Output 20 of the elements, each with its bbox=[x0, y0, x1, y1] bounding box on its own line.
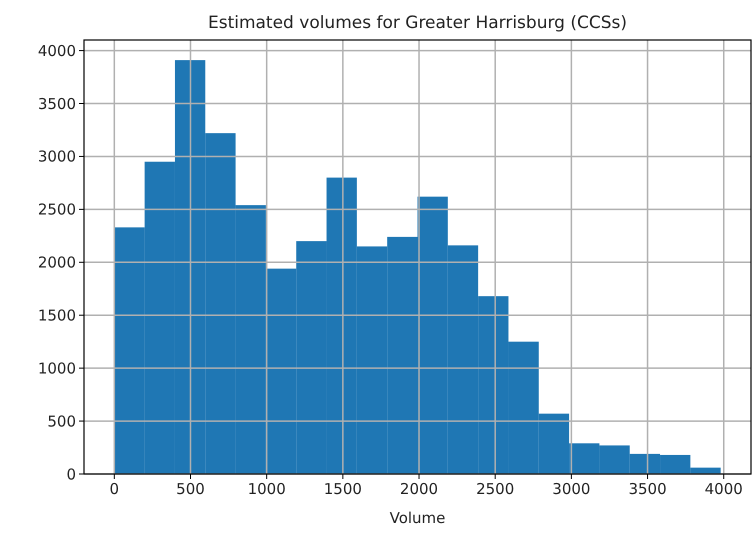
y-tick-label: 2000 bbox=[38, 254, 76, 272]
x-tick-label: 4000 bbox=[704, 480, 743, 498]
x-axis-title: Volume bbox=[390, 509, 446, 527]
x-tick-label: 2500 bbox=[476, 480, 514, 498]
y-tick-label: 500 bbox=[47, 412, 76, 430]
x-tick-label: 1000 bbox=[248, 480, 286, 498]
x-tick-label: 1500 bbox=[324, 480, 362, 498]
y-tick-label: 1000 bbox=[38, 359, 76, 378]
y-tick-label: 0 bbox=[66, 465, 76, 484]
x-tick-label: 3000 bbox=[552, 480, 590, 498]
x-tick-label: 2000 bbox=[400, 480, 438, 498]
y-tick-label: 2500 bbox=[38, 200, 76, 219]
y-tick-label: 3000 bbox=[38, 148, 76, 166]
y-tick-label: 1500 bbox=[38, 306, 76, 324]
y-tick-label: 4000 bbox=[38, 42, 76, 60]
y-tick-label: 3500 bbox=[38, 94, 76, 113]
x-tick-label: 0 bbox=[110, 480, 120, 498]
chart-title: Estimated volumes for Greater Harrisburg (CCSs) bbox=[208, 13, 628, 33]
x-tick-label: 500 bbox=[176, 480, 205, 498]
x-tick-label: 3500 bbox=[628, 480, 667, 498]
